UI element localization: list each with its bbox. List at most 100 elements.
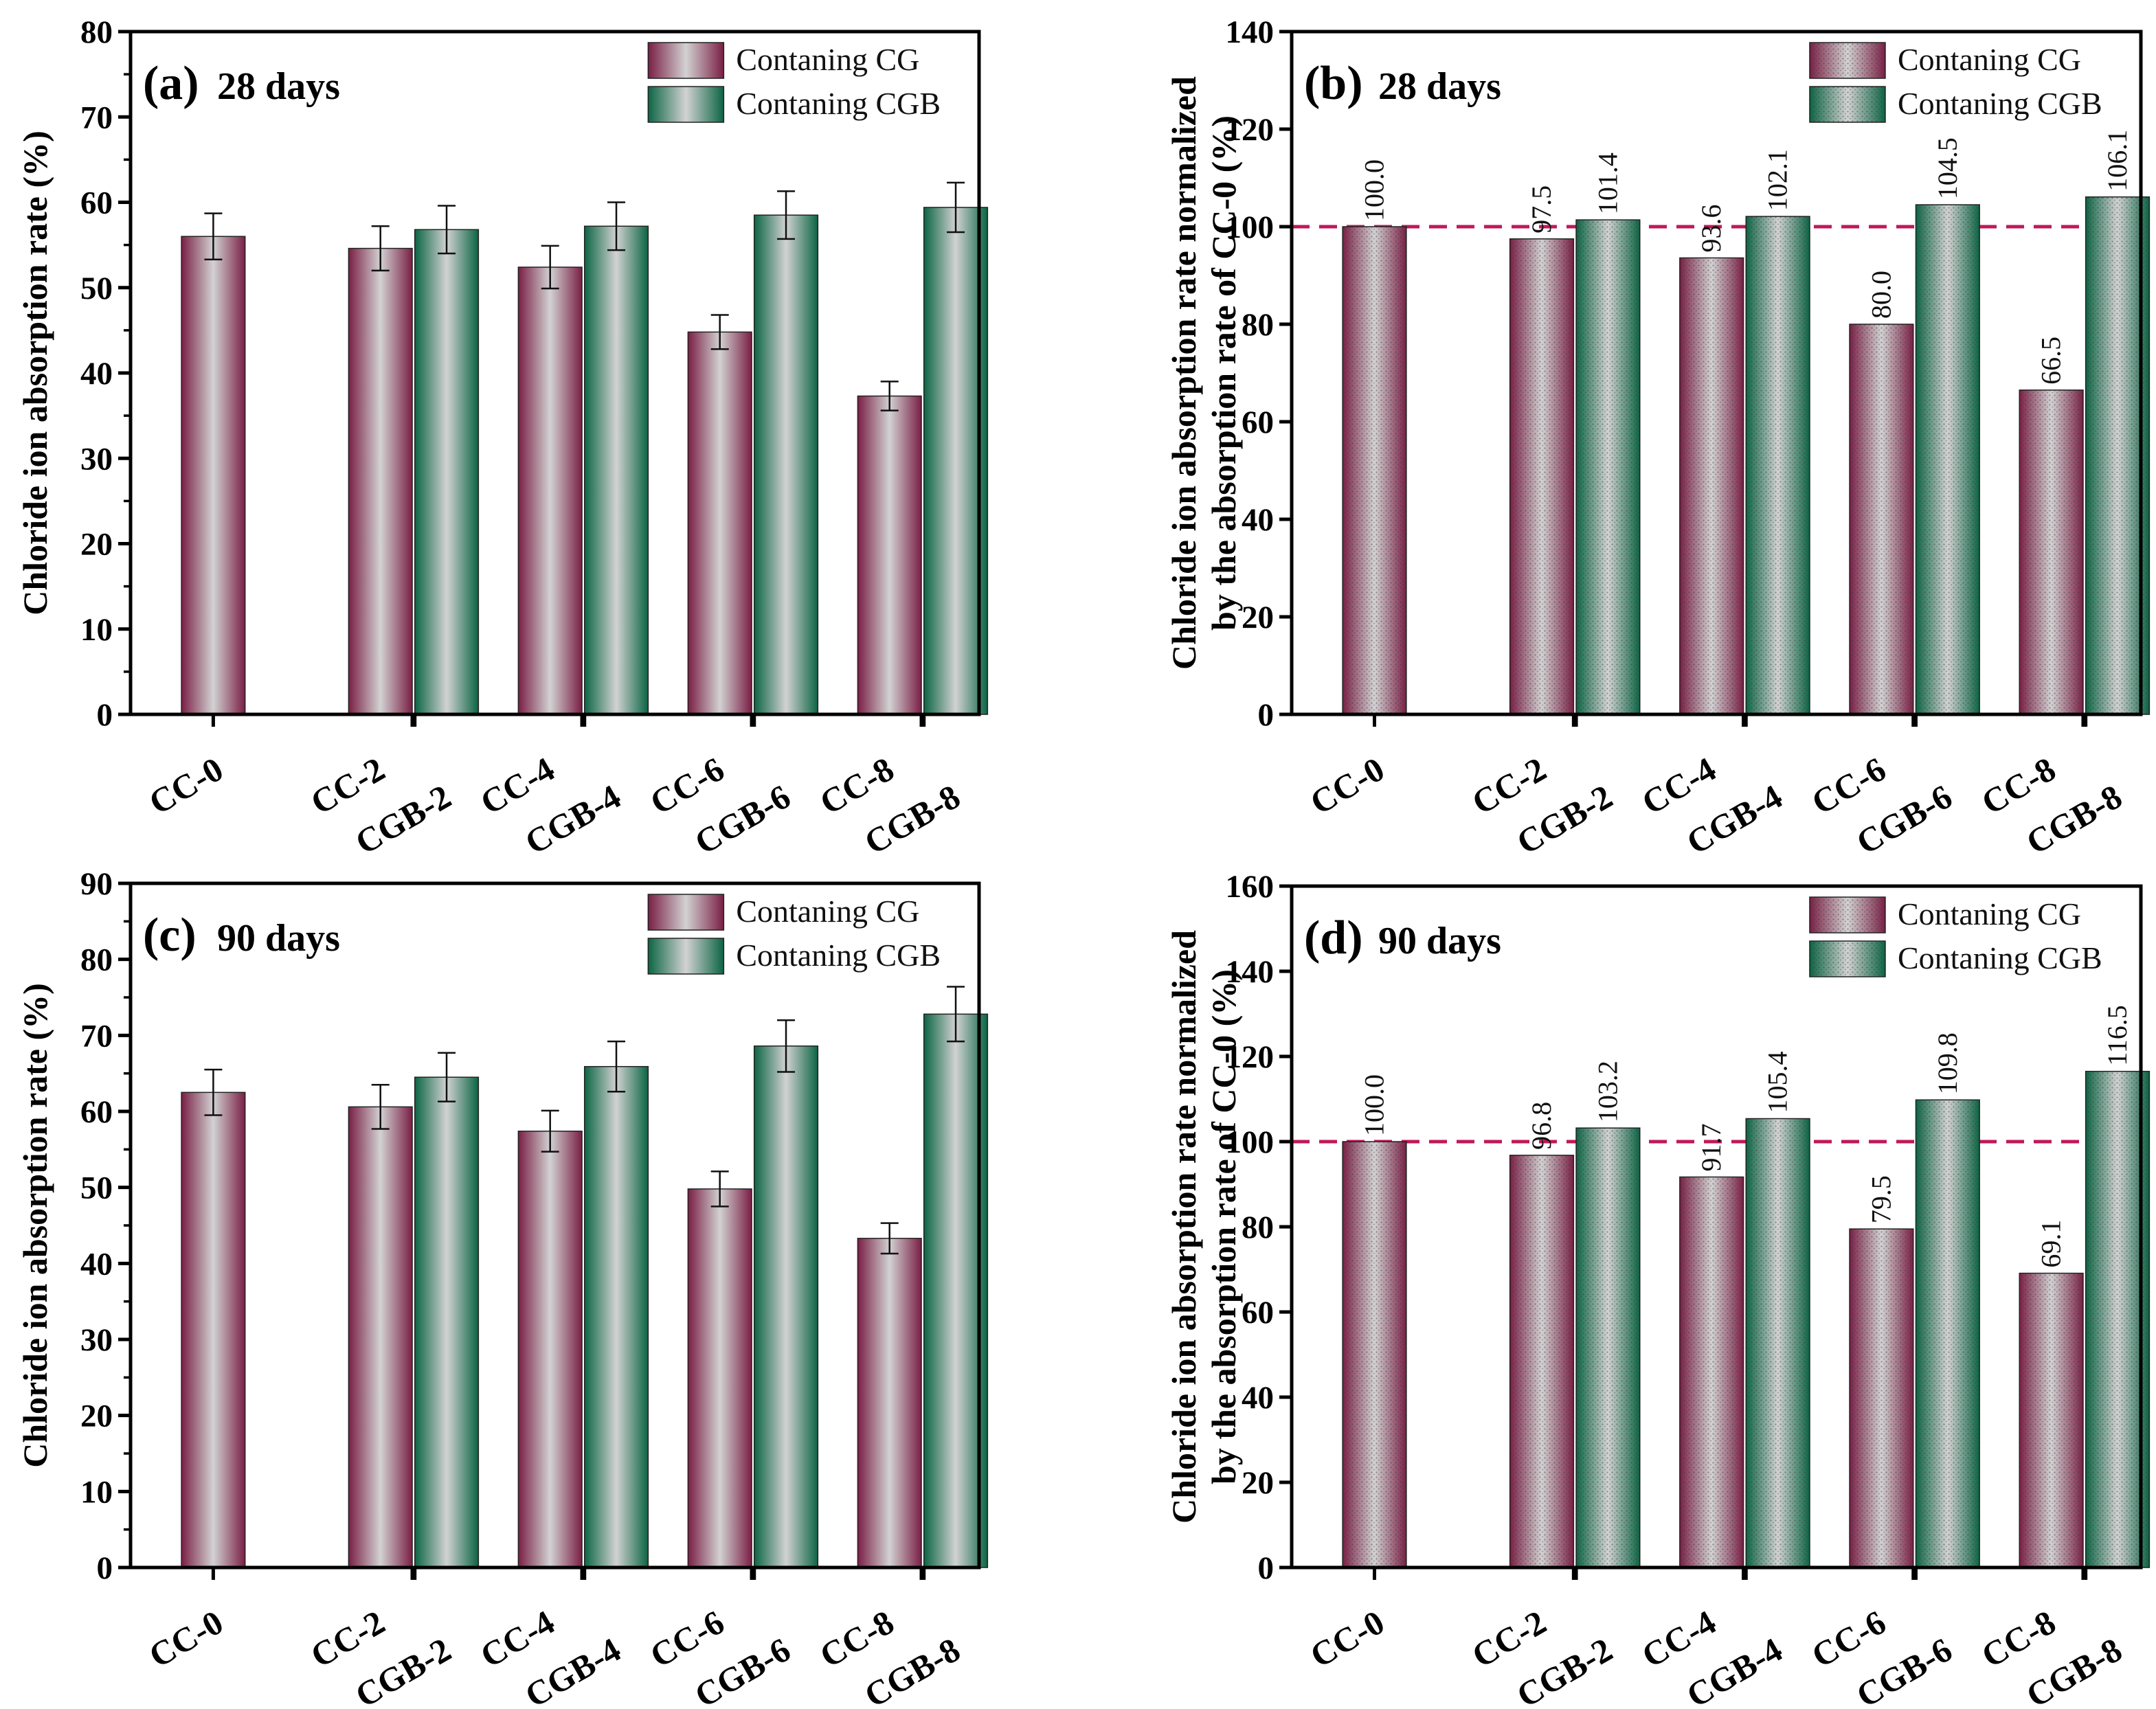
bar-cc-2: [348, 225, 413, 715]
panel-label: (b): [1304, 57, 1363, 110]
bar-cc-6: [687, 314, 752, 715]
y-tick-label: 80: [1242, 1210, 1274, 1245]
legend-swatch-texture: [1809, 941, 1885, 977]
bar-cgb-2: [1575, 1127, 1641, 1568]
y-axis-title: Chloride ion absorption rate normalized: [1165, 930, 1203, 1524]
bar-cgb-6: [753, 1019, 819, 1568]
bar-texture: [1916, 1100, 1980, 1567]
bar-fill: [857, 1238, 922, 1567]
y-tick-label: 70: [80, 100, 113, 135]
y-tick-label: 0: [1258, 697, 1274, 733]
bar-texture: [1746, 1118, 1810, 1567]
y-tick-label: 50: [80, 1170, 113, 1206]
bar-fill: [923, 1014, 988, 1567]
panel-title: 28 days: [217, 65, 340, 108]
bar-cgb-2: [1575, 219, 1641, 715]
chart-panel-b: 100.0 97.5 101.4 93.6 102.1 80.0 104.5 66.5 106.…: [1165, 14, 2151, 862]
y-tick-label: 140: [1226, 14, 1274, 50]
data-label: 102.1: [1762, 149, 1793, 211]
panel-label: (d): [1304, 912, 1363, 964]
y-tick-label: 120: [1226, 112, 1274, 148]
y-axis-title: Chloride ion absorption rate normalized: [1165, 76, 1203, 670]
chart-panel-d: 100.0 96.8 103.2 91.7 105.4 79.5 109.8 69.1 116.…: [1165, 869, 2151, 1709]
data-label: 97.5: [1526, 185, 1557, 234]
data-label: 80.0: [1865, 271, 1896, 319]
data-label: 66.5: [2036, 337, 2067, 385]
bar-cc-0: [181, 1068, 246, 1568]
bar-texture: [2085, 1071, 2150, 1567]
bar-texture: [1509, 1155, 1574, 1567]
bar-cc-8: [2019, 1272, 2084, 1568]
bar-cgb-6: [753, 190, 819, 715]
y-tick-label: 160: [1226, 869, 1274, 905]
bar-fill: [584, 1066, 649, 1567]
bar-cc-8: [2019, 389, 2084, 715]
bar-cc-6: [1849, 1228, 1914, 1568]
bar-fill: [181, 1092, 245, 1567]
y-tick-label: 60: [80, 1094, 113, 1130]
legend-label-cgb: Contaning CGB: [736, 86, 941, 121]
axes-frame: [1290, 30, 2143, 716]
y-tick-label: 80: [80, 942, 113, 978]
bar-texture: [1746, 216, 1810, 715]
bar-fill: [584, 226, 649, 714]
bar-cc-0: [1342, 1141, 1407, 1568]
y-tick-label: 30: [80, 441, 113, 477]
y-axis-title: by the absorption rate of CC-0 (%): [1204, 969, 1243, 1484]
bar-cc-0: [1342, 226, 1407, 715]
legend-swatch-cg: [647, 894, 725, 931]
x-tick-label: CC-0: [142, 749, 229, 822]
bar-fill: [518, 267, 583, 714]
y-tick-label: 30: [80, 1322, 113, 1358]
bar-fill: [348, 1107, 413, 1567]
bar-cc-2: [348, 1084, 413, 1568]
bar-cgb-6: [1915, 1099, 1980, 1568]
bar-texture: [1343, 1142, 1406, 1567]
data-label: 100.0: [1359, 159, 1390, 221]
legend-swatch-texture: [1809, 87, 1885, 122]
bar-fill: [348, 248, 413, 715]
y-tick-label: 50: [80, 271, 113, 306]
bar-texture: [1343, 227, 1406, 714]
bar-fill: [181, 236, 245, 714]
bar-cc-0: [181, 212, 246, 715]
panel-label: (c): [143, 909, 196, 962]
bar-texture: [1576, 220, 1640, 714]
legend-swatch-cgb: [647, 86, 725, 123]
y-tick-label: 40: [80, 1246, 113, 1282]
x-tick-label: CC-0: [1303, 1603, 1391, 1675]
legend-label-cg: Contaning CG: [1898, 42, 2081, 77]
bar-texture: [1916, 205, 1980, 714]
data-label: 101.4: [1592, 152, 1623, 214]
y-tick-label: 0: [1258, 1550, 1274, 1586]
y-tick-label: 40: [1242, 502, 1274, 538]
bar-texture: [2019, 389, 2083, 714]
data-label: 91.7: [1696, 1123, 1727, 1171]
bar-cc-2: [1509, 1155, 1575, 1568]
y-tick-label: 60: [1242, 1295, 1274, 1331]
y-tick-label: 60: [1242, 405, 1274, 440]
bar-cc-8: [857, 381, 922, 715]
bar-texture: [1509, 238, 1574, 714]
y-tick-label: 40: [80, 356, 113, 392]
panel-title: 90 days: [217, 917, 340, 960]
bar-cc-4: [517, 1109, 583, 1568]
y-tick-label: 20: [80, 1399, 113, 1434]
legend-label-cgb: Contaning CGB: [1898, 86, 2102, 121]
legend-label-cgb: Contaning CGB: [736, 938, 941, 973]
bar-cc-2: [1509, 238, 1575, 715]
panel-label: (a): [143, 57, 199, 110]
bar-fill: [923, 207, 988, 715]
legend-swatch-texture: [1809, 43, 1885, 78]
y-tick-label: 40: [1242, 1380, 1274, 1416]
x-tick-label: CC-0: [1303, 749, 1391, 822]
bar-cgb-2: [414, 1052, 480, 1568]
y-tick-label: 20: [1242, 600, 1274, 635]
y-tick-label: 80: [80, 14, 113, 50]
bar-cgb-6: [1915, 204, 1980, 715]
bar-fill: [688, 1188, 752, 1567]
y-tick-label: 100: [1226, 1124, 1274, 1160]
y-tick-label: 90: [80, 866, 113, 902]
